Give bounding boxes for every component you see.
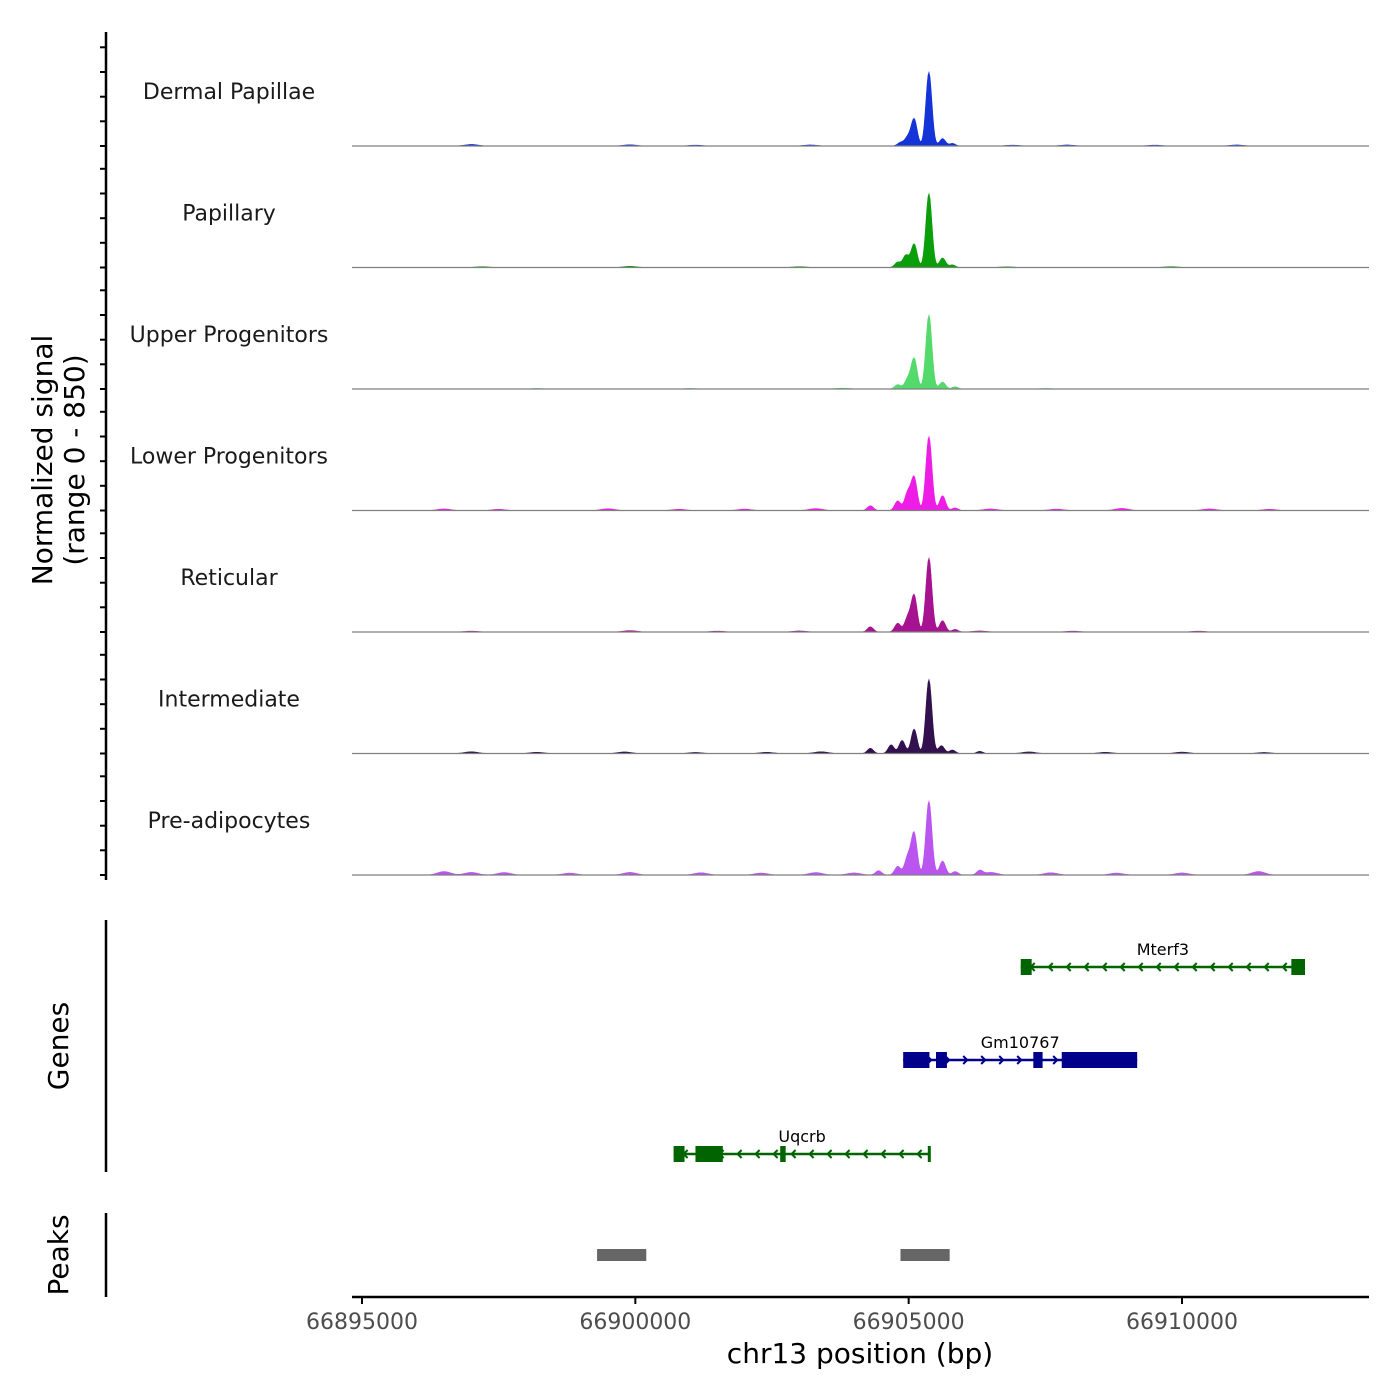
strand-arrow-icon	[1155, 962, 1162, 972]
x-axis-title: chr13 position (bp)	[727, 1337, 993, 1370]
exon-block	[780, 1146, 786, 1162]
strand-arrow-icon	[1209, 962, 1216, 972]
track-label-intermediate: Intermediate	[158, 688, 300, 713]
strand-arrow-icon	[1137, 962, 1144, 972]
exon-block	[1291, 959, 1305, 975]
strand-arrow-icon	[1245, 962, 1252, 972]
exon-block	[927, 1146, 931, 1162]
strand-arrow-icon	[736, 1149, 743, 1159]
track-label-dermal-papillae: Dermal Papillae	[143, 80, 315, 105]
strand-arrow-icon	[1052, 1055, 1059, 1065]
gene-uqcrb: Uqcrb	[673, 1127, 931, 1162]
strand-arrow-icon	[1263, 962, 1270, 972]
exon-block	[695, 1146, 723, 1162]
signal-axis	[100, 32, 108, 880]
strand-arrow-icon	[980, 1055, 987, 1065]
track-upper-progenitors: Upper Progenitors	[130, 313, 1369, 390]
signal-area-intermediate	[352, 678, 1369, 754]
strand-arrow-icon	[962, 1055, 969, 1065]
strand-arrow-icon	[1101, 962, 1108, 972]
strand-arrow-icon	[1281, 962, 1288, 972]
track-label-reticular: Reticular	[180, 566, 278, 591]
track-label-upper-progenitors: Upper Progenitors	[130, 323, 329, 348]
track-pre-adipocytes: Pre-adipocytes	[148, 799, 1369, 876]
peaks-track-title: Peaks	[42, 1214, 75, 1295]
exon-block	[903, 1052, 930, 1068]
exon-block	[673, 1146, 685, 1162]
strand-arrow-icon	[1083, 962, 1090, 972]
track-label-pre-adipocytes: Pre-adipocytes	[148, 809, 311, 834]
gene-mterf3: Mterf3	[1020, 940, 1305, 975]
track-reticular: Reticular	[180, 556, 1369, 633]
exon-block	[1033, 1052, 1043, 1068]
strand-arrow-icon	[826, 1149, 833, 1159]
peak-region	[900, 1249, 950, 1261]
strand-arrow-icon	[1173, 962, 1180, 972]
strand-arrow-icon	[808, 1149, 815, 1159]
gene-gm10767: Gm10767	[903, 1033, 1138, 1068]
y-axis-title-line2: (range 0 - 850)	[58, 354, 91, 565]
signal-area-reticular	[352, 556, 1369, 633]
x-tick-label: 66905000	[853, 1310, 965, 1335]
peaks-track	[597, 1249, 950, 1261]
signal-area-upper-progenitors	[352, 313, 1369, 390]
strand-arrow-icon	[844, 1149, 851, 1159]
strand-arrow-icon	[916, 1149, 923, 1159]
signal-area-dermal-papillae	[352, 70, 1369, 147]
track-dermal-papillae: Dermal Papillae	[143, 70, 1369, 147]
gene-label-uqcrb: Uqcrb	[778, 1127, 825, 1146]
track-lower-progenitors: Lower Progenitors	[130, 435, 1369, 512]
strand-arrow-icon	[1016, 1055, 1023, 1065]
gene-label-gm10767: Gm10767	[981, 1033, 1060, 1052]
gene-label-mterf3: Mterf3	[1137, 940, 1189, 959]
strand-arrow-icon	[880, 1149, 887, 1159]
signal-area-lower-progenitors	[352, 435, 1369, 511]
track-intermediate: Intermediate	[158, 678, 1369, 755]
track-label-lower-progenitors: Lower Progenitors	[130, 445, 328, 470]
track-label-papillary: Papillary	[182, 202, 276, 227]
x-tick-label: 66895000	[306, 1310, 418, 1335]
exon-block	[936, 1052, 947, 1068]
signal-area-pre-adipocytes	[352, 799, 1369, 876]
strand-arrow-icon	[1191, 962, 1198, 972]
genes-track-title: Genes	[42, 1002, 75, 1090]
x-tick-label: 66900000	[579, 1310, 691, 1335]
peak-region	[597, 1249, 647, 1261]
track-papillary: Papillary	[182, 192, 1369, 269]
exon-block	[1061, 1052, 1138, 1068]
coverage-tracks: Dermal Papillae Papillary Upper Progenitor…	[130, 70, 1369, 876]
x-tick-label: 66910000	[1126, 1310, 1238, 1335]
strand-arrow-icon	[998, 1055, 1005, 1065]
strand-arrow-icon	[1227, 962, 1234, 972]
signal-area-papillary	[352, 192, 1369, 268]
strand-arrow-icon	[1065, 962, 1072, 972]
exon-block	[1020, 959, 1032, 975]
strand-arrow-icon	[790, 1149, 797, 1159]
strand-arrow-icon	[1047, 962, 1054, 972]
genes-track: Mterf3 Gm10767 Uqcrb	[673, 940, 1305, 1162]
strand-arrow-icon	[754, 1149, 761, 1159]
strand-arrow-icon	[772, 1149, 779, 1159]
strand-arrow-icon	[898, 1149, 905, 1159]
strand-arrow-icon	[1119, 962, 1126, 972]
y-axis-title-line1: Normalized signal	[26, 335, 59, 586]
strand-arrow-icon	[862, 1149, 869, 1159]
x-axis: 66895000 66900000 66905000 66910000	[306, 1295, 1369, 1335]
